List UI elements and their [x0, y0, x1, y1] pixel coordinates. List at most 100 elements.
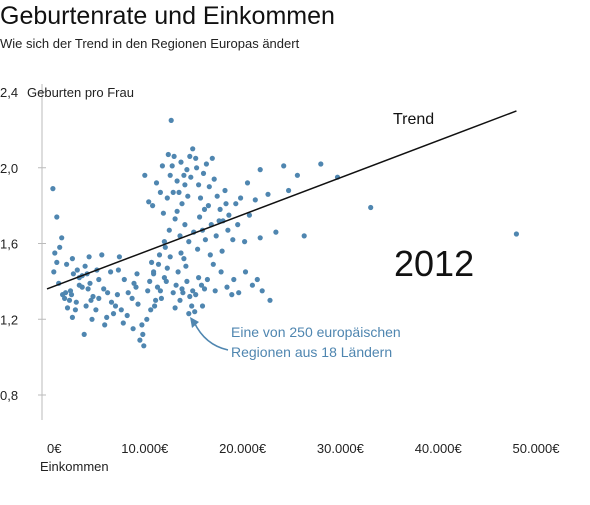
data-point	[176, 189, 182, 195]
data-point	[197, 214, 203, 220]
data-point	[233, 201, 239, 207]
data-point	[89, 316, 95, 322]
data-point	[225, 227, 231, 233]
data-point	[157, 288, 163, 294]
data-point	[86, 254, 92, 260]
annotation-line-1: Eine von 250 europäischen	[231, 324, 401, 340]
data-point	[246, 212, 252, 218]
data-point	[236, 290, 242, 296]
data-point	[88, 297, 94, 303]
data-point	[156, 252, 163, 258]
data-point	[152, 303, 158, 309]
data-point	[69, 314, 75, 320]
data-point	[186, 239, 192, 245]
data-point	[182, 222, 188, 228]
data-point	[64, 305, 71, 311]
data-point	[151, 269, 157, 275]
data-point	[187, 153, 193, 159]
data-point	[212, 288, 218, 294]
x-tick-label: 50.000€	[513, 441, 561, 456]
data-point	[257, 167, 263, 173]
y-tick-label: 0,8	[0, 388, 18, 403]
data-point	[67, 288, 74, 294]
y-tick-label: 1,2	[0, 312, 18, 327]
data-point	[183, 263, 189, 269]
data-point	[74, 267, 80, 273]
data-point	[129, 295, 135, 301]
data-point	[513, 231, 520, 237]
data-point	[177, 233, 183, 239]
x-tick-label: 30.000€	[317, 441, 365, 456]
x-tick-label: 10.000€	[121, 441, 169, 456]
data-point	[216, 218, 222, 224]
x-axis-label: Einkommen	[40, 459, 109, 474]
data-point	[153, 180, 160, 186]
data-point	[235, 222, 241, 228]
data-point	[174, 208, 180, 214]
data-point	[197, 195, 204, 201]
data-point	[134, 271, 140, 277]
annotation-arrow	[193, 321, 229, 351]
data-point	[130, 326, 136, 332]
data-point	[177, 297, 183, 303]
data-point	[196, 182, 202, 188]
data-point	[175, 269, 181, 275]
data-point	[158, 295, 164, 301]
x-tick-label: 0€	[47, 441, 62, 456]
data-point	[170, 290, 176, 296]
data-point	[205, 203, 211, 209]
data-point	[198, 282, 205, 288]
data-point	[85, 286, 91, 292]
data-point	[213, 233, 219, 239]
data-point	[301, 233, 307, 239]
data-point	[196, 275, 202, 281]
data-point	[101, 286, 107, 292]
data-point	[189, 303, 195, 309]
data-point	[231, 276, 237, 283]
data-point	[201, 206, 208, 212]
data-point	[145, 288, 151, 294]
data-point	[131, 280, 137, 286]
data-point	[69, 256, 75, 262]
data-point	[157, 189, 163, 195]
data-point	[154, 284, 161, 290]
data-point	[174, 178, 180, 184]
data-point	[210, 261, 216, 267]
data-point	[155, 261, 162, 267]
data-point	[153, 297, 159, 303]
y-axis-label: Geburten pro Frau	[27, 85, 134, 100]
data-point	[202, 237, 208, 243]
data-point	[146, 199, 152, 205]
data-point	[59, 235, 65, 241]
data-point	[214, 193, 220, 199]
data-point	[81, 331, 87, 337]
data-point	[96, 276, 102, 283]
data-point	[121, 276, 127, 283]
data-point	[219, 248, 225, 254]
data-point	[82, 263, 88, 269]
data-point	[182, 182, 188, 188]
data-point	[99, 252, 105, 258]
data-point	[102, 322, 108, 328]
data-point	[193, 155, 199, 161]
data-point	[160, 210, 166, 216]
data-point	[104, 314, 110, 320]
data-point	[120, 320, 126, 326]
data-point	[115, 267, 121, 273]
data-point	[368, 204, 374, 211]
data-point	[149, 259, 155, 265]
data-point	[184, 278, 190, 284]
data-point	[265, 191, 271, 197]
data-point	[184, 167, 190, 173]
data-point	[142, 172, 148, 178]
data-point	[141, 343, 147, 349]
data-point	[72, 307, 78, 313]
data-point	[200, 170, 207, 176]
data-point	[226, 212, 232, 218]
data-point	[224, 284, 230, 290]
data-point	[252, 197, 258, 203]
data-point	[147, 278, 153, 284]
data-point	[187, 293, 193, 300]
annotation-arrowhead	[190, 317, 199, 328]
